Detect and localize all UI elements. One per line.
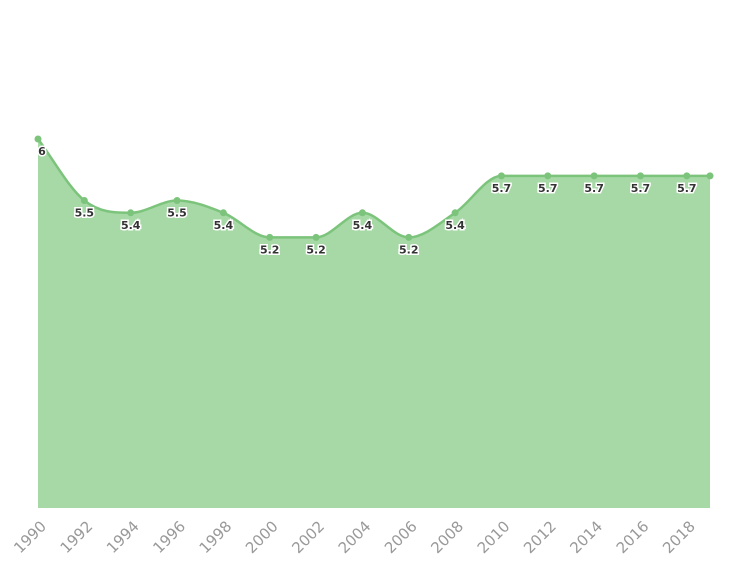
value-label: 5.7 <box>631 182 651 195</box>
value-label: 5.7 <box>492 182 512 195</box>
x-tick-label: 2016 <box>613 517 653 557</box>
x-tick-label: 1996 <box>149 517 189 557</box>
point <box>358 209 366 217</box>
x-tick-label: 2006 <box>381 517 421 557</box>
x-tick-label: 2010 <box>474 517 514 557</box>
point <box>127 209 135 217</box>
point <box>706 172 714 180</box>
value-label: 5.4 <box>445 219 465 232</box>
point <box>266 233 274 241</box>
value-label: 5.4 <box>353 219 373 232</box>
point <box>219 209 227 217</box>
value-label: 5.5 <box>167 207 187 220</box>
point <box>34 135 42 143</box>
x-tick-label: 2008 <box>427 517 467 557</box>
x-tick-label: 2012 <box>520 517 560 557</box>
x-tick-label: 2014 <box>566 517 606 557</box>
x-tick-label: 2002 <box>288 517 328 557</box>
x-tick-label: 2004 <box>335 517 375 557</box>
point <box>173 197 181 204</box>
point <box>544 172 552 180</box>
value-label: 5.7 <box>538 182 558 195</box>
point <box>636 172 644 180</box>
value-label: 5.2 <box>399 243 419 256</box>
x-tick-label: 2018 <box>659 517 699 557</box>
value-label: 5.4 <box>121 219 141 232</box>
point <box>405 233 413 241</box>
value-label: 5.2 <box>260 243 280 256</box>
x-tick-label: 1994 <box>103 517 143 557</box>
point <box>451 209 459 217</box>
x-tick-label: 1998 <box>196 517 236 557</box>
value-label: 5.2 <box>306 243 326 256</box>
value-label: 5.7 <box>584 182 604 195</box>
line <box>37 138 710 239</box>
point <box>80 197 88 204</box>
value-label: 6 <box>38 145 46 158</box>
point <box>312 233 320 241</box>
point <box>497 172 505 180</box>
value-label: 5.4 <box>214 219 234 232</box>
area <box>38 139 710 508</box>
x-tick-label: 2000 <box>242 517 282 557</box>
value-label: 5.7 <box>677 182 697 195</box>
x-tick-label: 1990 <box>10 517 50 557</box>
point <box>683 172 691 180</box>
x-tick-label: 1992 <box>57 517 97 557</box>
point <box>590 172 598 180</box>
value-label: 5.5 <box>75 207 95 220</box>
